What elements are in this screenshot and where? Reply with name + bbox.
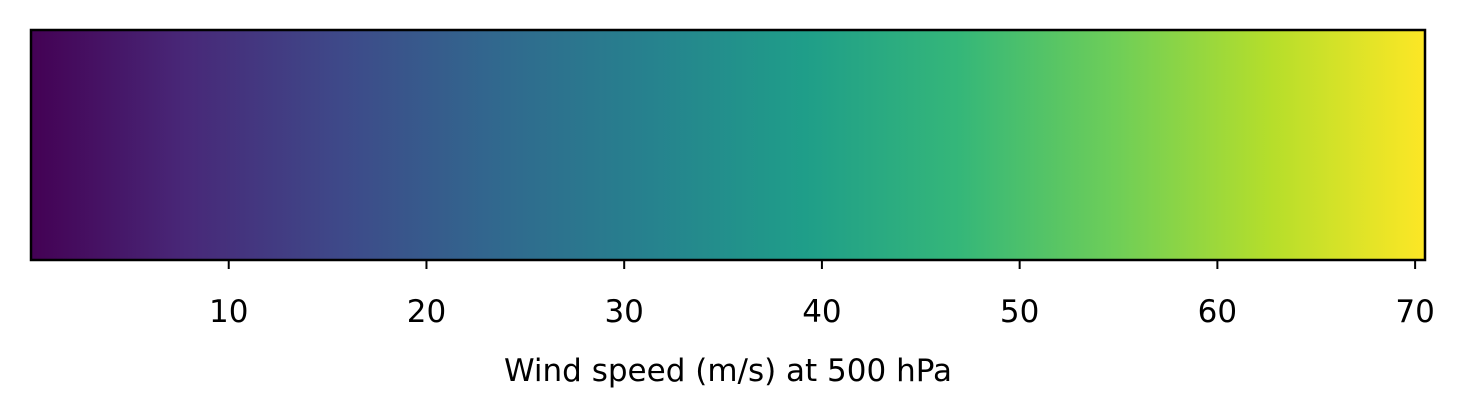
tick-label: 20 (407, 294, 446, 330)
tick-label: 70 (1395, 294, 1434, 330)
tick-label: 40 (802, 294, 841, 330)
tick-label: 10 (209, 294, 248, 330)
colorbar-frame (29, 28, 1427, 262)
colorbar-axis-label: Wind speed (m/s) at 500 hPa (504, 353, 952, 389)
colorbar-ticks: 10 20 30 40 50 60 70 (209, 260, 1435, 330)
colorbar-gradient (31, 30, 1425, 260)
tick-label: 60 (1198, 294, 1237, 330)
tick-label: 50 (1000, 294, 1039, 330)
tick-label: 30 (604, 294, 643, 330)
